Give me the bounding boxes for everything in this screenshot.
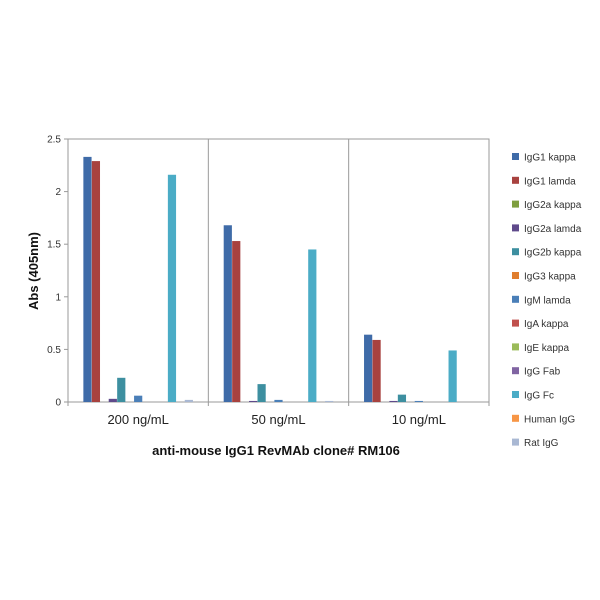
x-category-label: 10 ng/mL <box>392 412 446 427</box>
y-tick-label: 0.5 <box>47 345 61 356</box>
bar <box>308 249 317 402</box>
bar <box>134 395 143 402</box>
bar <box>117 377 126 402</box>
legend-swatch <box>512 176 519 184</box>
legend-label: IgM lamda <box>524 295 571 306</box>
y-tick-label: 0 <box>55 398 61 409</box>
legend-swatch <box>512 414 519 422</box>
legend-swatch <box>512 224 519 232</box>
y-tick-label: 2 <box>55 187 61 198</box>
legend-swatch <box>512 200 519 208</box>
legend-swatch <box>512 438 519 446</box>
x-category-label: 200 ng/mL <box>107 412 168 427</box>
y-tick-label: 1.5 <box>47 240 61 251</box>
x-axis-title: anti-mouse IgG1 RevMAb clone# RM106 <box>152 443 400 458</box>
legend-label: IgG3 kappa <box>524 272 576 283</box>
bar <box>223 225 232 402</box>
bar <box>372 339 381 402</box>
bar <box>414 400 423 402</box>
y-tick-label: 2.5 <box>47 135 61 146</box>
bar <box>257 384 266 402</box>
legend-label: IgG2a lamda <box>524 224 582 235</box>
legend-swatch <box>512 153 519 160</box>
legend-swatch <box>512 343 519 351</box>
legend-swatch <box>512 391 519 398</box>
bar <box>274 399 283 402</box>
bar <box>389 400 398 402</box>
legend-label: IgG2b kappa <box>524 248 582 259</box>
legend-label: Rat IgG <box>524 438 559 449</box>
legend-label: IgE kappa <box>524 343 569 354</box>
legend-label: IgG Fab <box>524 367 561 378</box>
legend-label: IgG1 lamda <box>524 176 576 187</box>
legend-swatch <box>512 272 519 279</box>
y-tick-label: 1 <box>55 292 61 303</box>
bar <box>83 156 92 402</box>
legend-label: IgG1 kappa <box>524 153 576 164</box>
bar <box>448 350 457 402</box>
bar <box>364 334 373 402</box>
legend-swatch <box>512 319 519 327</box>
bar <box>184 399 193 402</box>
plot-area: 0 0.5 1 1.5 2 2.5 200 ng/mL 50 ng/mL 10 ng/mL <box>47 135 490 427</box>
legend-label: IgG2a kappa <box>524 200 582 211</box>
bar <box>91 161 101 402</box>
x-category-label: 50 ng/mL <box>251 412 305 427</box>
bar <box>325 400 334 402</box>
y-axis-title: Abs (405nm) <box>26 232 41 310</box>
bar <box>397 394 407 402</box>
legend-swatch <box>512 367 519 375</box>
bar <box>167 174 177 402</box>
bar <box>108 398 117 402</box>
legend-swatch <box>512 295 519 303</box>
legend-label: IgG Fc <box>524 391 554 402</box>
legend-swatch <box>512 248 519 256</box>
bar <box>232 241 241 402</box>
legend-label: Human IgG <box>524 414 575 425</box>
legend-label: IgA kappa <box>524 319 569 330</box>
bar <box>249 400 258 402</box>
legend: IgG1 kappa IgG1 lamda IgG2a kappa IgG2a lam… <box>512 153 582 449</box>
plot-frame <box>67 138 490 403</box>
